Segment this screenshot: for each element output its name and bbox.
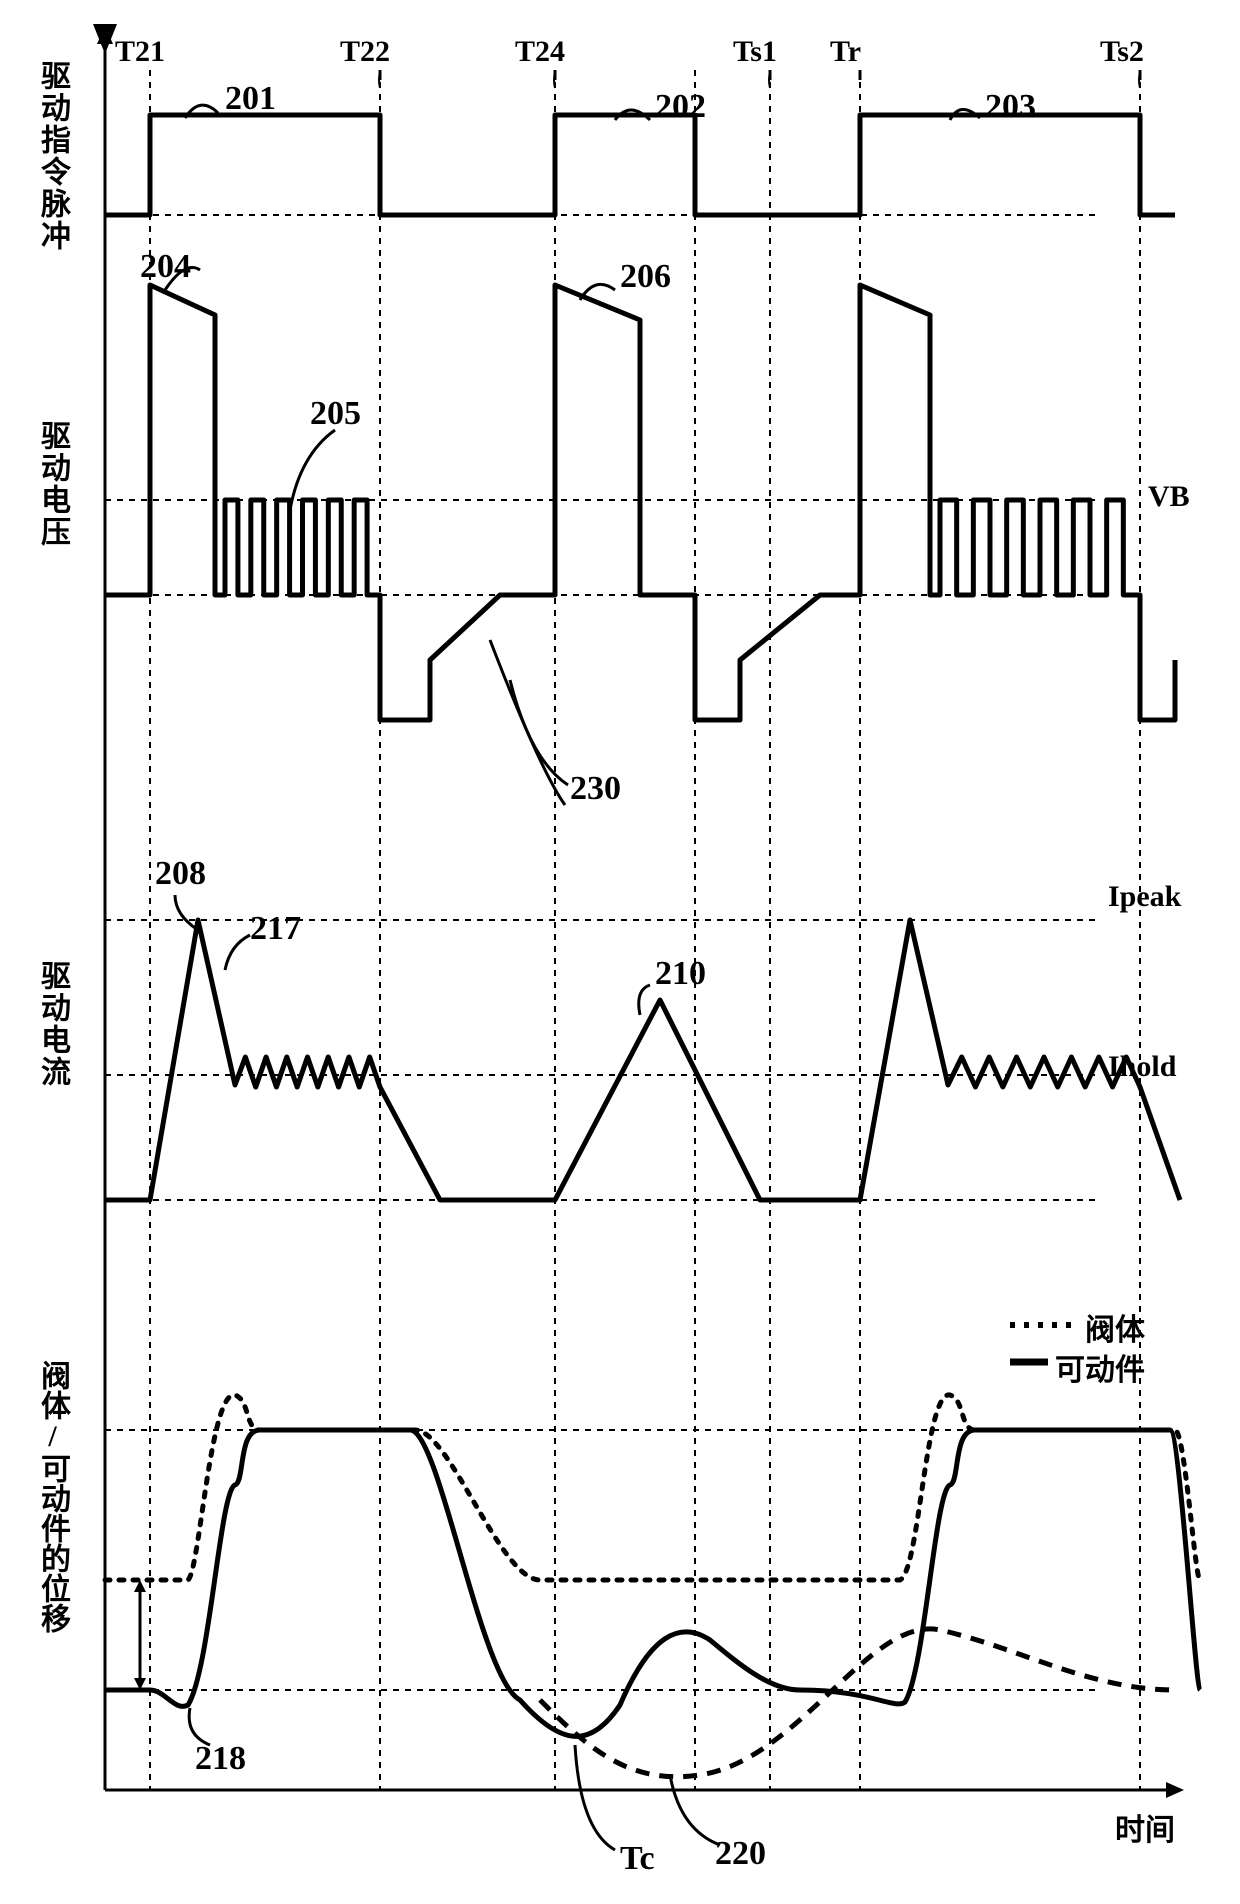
row-label-disp: 阀体/可动件的位移 — [30, 1360, 74, 1633]
rlabel-Ipeak: Ipeak — [1108, 880, 1181, 914]
row-label-voltage: 驱动电压 — [30, 420, 74, 548]
tlabel-T24: T24 — [515, 35, 565, 69]
row-label-current: 驱动电流 — [30, 960, 74, 1088]
co-205: 205 — [310, 395, 361, 433]
co-217: 217 — [250, 910, 301, 948]
legend-mover: 可动件 — [1055, 1345, 1145, 1389]
row-label-pulse: 驱动指令脉冲 — [30, 60, 74, 252]
co-Tc: Tc — [620, 1840, 655, 1878]
tlabel-T21: T21 — [115, 35, 165, 69]
co-230: 230 — [570, 770, 621, 808]
rlabel-Ihold: Ihold — [1108, 1050, 1176, 1084]
tlabel-T22: T22 — [340, 35, 390, 69]
co-220: 220 — [715, 1835, 766, 1873]
co-201: 201 — [225, 80, 276, 118]
tlabel-Ts2: Ts2 — [1100, 35, 1144, 69]
co-210: 210 — [655, 955, 706, 993]
rlabel-VB: VB — [1148, 480, 1190, 514]
co-202: 202 — [655, 88, 706, 126]
co-218: 218 — [195, 1740, 246, 1778]
figure-container: 驱动指令脉冲 驱动电压 驱动电流 阀体/可动件的位移 T21 T22 T24 T… — [0, 0, 1240, 1904]
co-206: 206 — [620, 258, 671, 296]
tlabel-Ts1: Ts1 — [733, 35, 777, 69]
co-208: 208 — [155, 855, 206, 893]
co-204: 204 — [140, 248, 191, 286]
co-203: 203 — [985, 88, 1036, 126]
tlabel-Tr: Tr — [830, 35, 861, 69]
legend-valve: 阀体 — [1085, 1305, 1145, 1349]
x-axis-label: 时间 — [1115, 1805, 1175, 1849]
